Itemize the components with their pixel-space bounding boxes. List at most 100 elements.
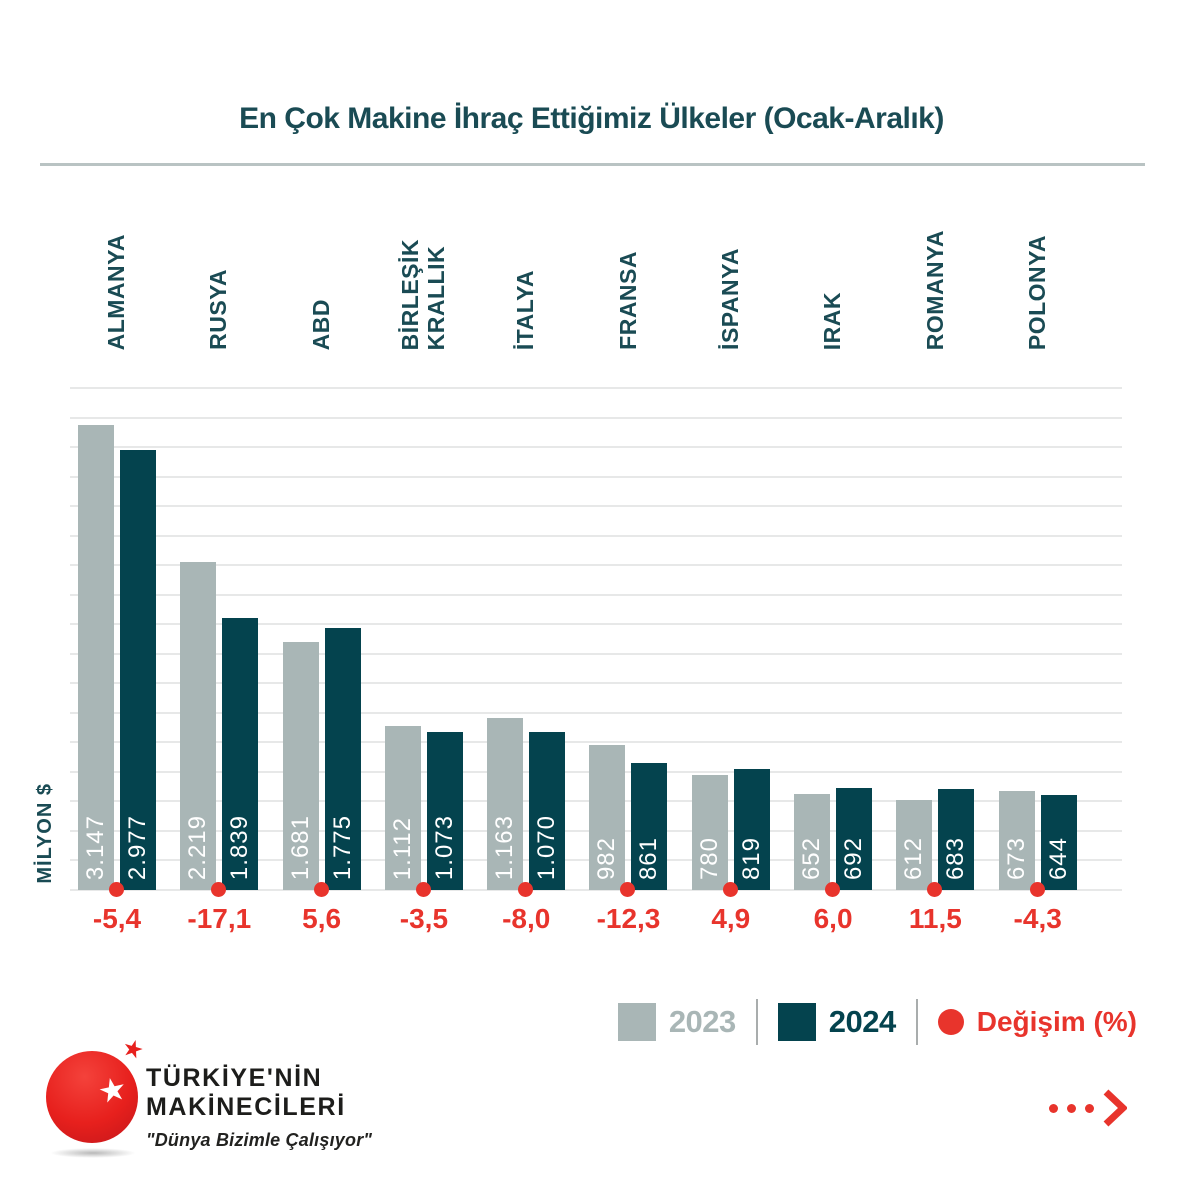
bar-value-label: 1.112 [388,816,416,880]
bar: 1.073 [426,731,463,890]
country-label-cell: ALMANYA [78,234,156,350]
change-percent-label: -8,0 [502,903,551,934]
bar: 612 [896,799,933,890]
legend-label-2023: 2023 [668,1004,736,1039]
bar: 652 [794,793,831,890]
chevron-right-icon [1103,1089,1127,1127]
logo-line-1: TÜRKİYE'NİN [146,1064,323,1092]
bar-group: 673 644 -4,3 [998,790,1077,934]
arrow-dot-icon [1049,1103,1058,1113]
change-percent-label: -12,3 [596,903,661,934]
country-label: RUSYA [205,269,232,350]
bar: 1.112 [384,725,421,890]
bar: 3.147 [78,425,114,890]
change-dot-icon [518,882,534,897]
legend-item-change: Değişim (%) [937,1006,1137,1038]
red-star-icon: ★ [118,1033,147,1066]
country-label: BİRLEŞİK KRALLIK [397,238,449,350]
country-label: İSPANYA [716,248,743,350]
country-label: POLONYA [1023,234,1050,350]
gridline [70,564,1122,567]
bar-group: 2.219 1.839 -17,1 [180,562,259,934]
gridline [70,711,1122,714]
legend-divider [755,999,758,1045]
bar-group: 612 683 11,5 [896,789,975,934]
bar: 1.839 [222,618,259,890]
bar-value-label: 1.070 [533,814,561,880]
country-label-cell: RUSYA [180,269,258,350]
bar: 819 [733,769,770,890]
arrow-dot-icon [1067,1103,1076,1113]
gridline [70,741,1122,744]
page-title: En Çok Makine İhraç Ettiğimiz Ülkeler (O… [239,102,944,135]
bar: 2.219 [180,562,217,890]
bar-value-label: 673 [1002,836,1030,880]
country-label: ROMANYA [921,229,948,350]
gridline [70,416,1122,419]
country-label-cell: İTALYA [487,270,565,350]
gridline [70,505,1122,508]
bar: 1.681 [282,641,319,890]
change-dot-icon [825,882,841,897]
country-labels-row: ALMANYA RUSYA ABD BİRLEŞİK KRALLIK İTALYA FRA… [70,178,1122,350]
gridline [70,652,1122,655]
logo-slogan: "Dünya Bizimle Çalışıyor" [146,1129,373,1150]
change-percent-label: -3,5 [399,903,449,934]
change-percent-label: 4,9 [711,903,751,934]
bar-value-label: 1.163 [491,814,519,880]
change-dot-icon [927,882,943,897]
bar: 982 [589,745,626,890]
bar-value-label: 1.839 [226,814,254,880]
divider-line [40,163,1145,166]
change-percent-label: 6,0 [813,903,853,934]
bar-value-label: 861 [635,836,663,880]
bar: 1.775 [324,627,361,890]
bar-value-label: 2.219 [184,814,212,880]
bar: 673 [998,790,1035,890]
country-label: ALMANYA [103,233,130,350]
change-dot-icon [620,882,636,897]
bar: 1.163 [487,718,524,890]
bar-value-label: 982 [593,836,621,880]
bar-value-label: 819 [737,836,765,880]
change-percent-label: -5,4 [92,903,142,934]
bar-group: 982 861 -12,3 [589,745,668,934]
bar-value-label: 1.073 [430,814,458,880]
gridline [70,475,1122,478]
legend-label-2024: 2024 [828,1004,896,1039]
bar-value-label: 780 [695,836,723,880]
country-label-cell: BİRLEŞİK KRALLIK [385,239,463,350]
more-arrow-button[interactable] [1049,1089,1127,1127]
bar: 780 [691,774,728,890]
bars-row: 3.147 2.977 -5,4 2.219 1.839 -17,1 1.681 1.775 5… [70,388,1122,934]
change-percent-label: 5,6 [302,903,342,934]
bar-value-label: 652 [798,836,826,880]
change-dot-icon [313,882,329,897]
change-dot-icon [722,882,738,897]
change-dot-icon [109,882,124,897]
legend-item-2024: 2024 [777,1003,896,1041]
legend-label-change: Değişim (%) [976,1006,1137,1037]
country-label-cell: ABD [283,299,361,350]
bar-value-label: 1.775 [328,814,356,880]
gridline [70,682,1122,685]
gridline [70,446,1122,449]
change-dot-icon [415,882,431,897]
country-label-cell: FRANSA [589,251,667,350]
bar-value-label: 3.147 [82,814,109,880]
country-label-cell: POLONYA [999,235,1077,350]
bar-value-label: 683 [942,836,970,880]
bar: 692 [836,787,873,890]
legend-swatch-2023 [617,1003,656,1041]
country-label: İTALYA [512,269,539,350]
bar: 1.070 [529,732,566,890]
y-axis-label-wrap: MİLYON $ [34,768,57,884]
country-label-cell: İSPANYA [692,248,770,350]
change-dot-icon [211,882,227,897]
change-dot-icon [1029,882,1045,897]
bar-value-label: 2.977 [124,814,151,880]
change-dot-icon [937,1009,964,1035]
change-percent-label: -17,1 [187,903,252,934]
gridline [70,534,1122,537]
